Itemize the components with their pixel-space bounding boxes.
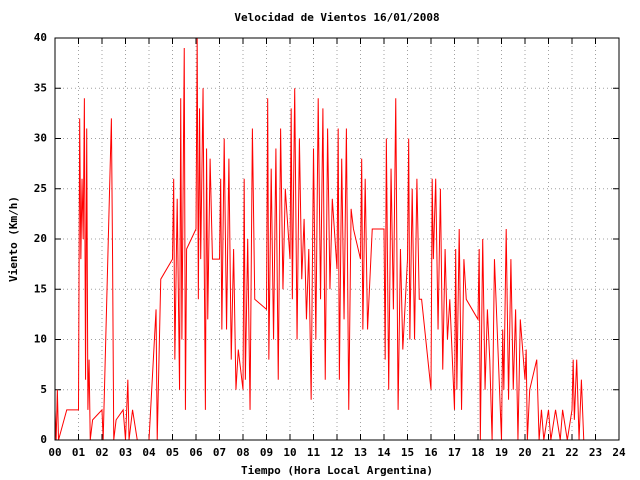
x-tick-label: 03 [119, 446, 132, 459]
chart-title: Velocidad de Vientos 16/01/2008 [234, 11, 439, 24]
x-tick-label: 21 [542, 446, 556, 459]
x-tick-label: 04 [142, 446, 156, 459]
x-tick-label: 14 [377, 446, 391, 459]
y-tick-label: 20 [34, 232, 47, 245]
x-tick-label: 13 [354, 446, 367, 459]
x-tick-label: 02 [95, 446, 108, 459]
x-tick-label: 00 [48, 446, 61, 459]
y-tick-label: 10 [34, 333, 47, 346]
x-tick-label: 24 [612, 446, 626, 459]
plot-border [54, 37, 620, 441]
y-tick-label: 0 [40, 433, 47, 446]
y-tick-label: 35 [34, 81, 47, 94]
x-tick-label: 16 [424, 446, 438, 459]
x-tick-label: 19 [495, 446, 508, 459]
x-tick-label: 12 [330, 446, 343, 459]
x-tick-label: 18 [471, 446, 484, 459]
y-tick-label: 15 [34, 282, 47, 295]
x-tick-label: 23 [589, 446, 602, 459]
x-tick-label: 11 [307, 446, 321, 459]
x-tick-label: 22 [565, 446, 578, 459]
y-tick-label: 30 [34, 132, 47, 145]
x-tick-label: 06 [189, 446, 203, 459]
x-tick-label: 01 [72, 446, 86, 459]
wind-line [54, 37, 585, 441]
x-tick-label: 08 [236, 446, 249, 459]
y-tick-label: 5 [40, 383, 47, 396]
x-tick-label: 20 [518, 446, 531, 459]
x-tick-label: 09 [260, 446, 273, 459]
x-tick-label: 05 [166, 446, 179, 459]
y-tick-label: 40 [34, 31, 47, 44]
x-tick-label: 17 [448, 446, 461, 459]
y-axis-label: Viento (Km/h) [7, 196, 20, 282]
x-axis-label: Tiempo (Hora Local Argentina) [241, 464, 433, 477]
x-tick-label: 07 [213, 446, 226, 459]
y-tick-label: 25 [34, 182, 47, 195]
x-tick-label: 10 [283, 446, 296, 459]
x-tick-label: 15 [401, 446, 414, 459]
